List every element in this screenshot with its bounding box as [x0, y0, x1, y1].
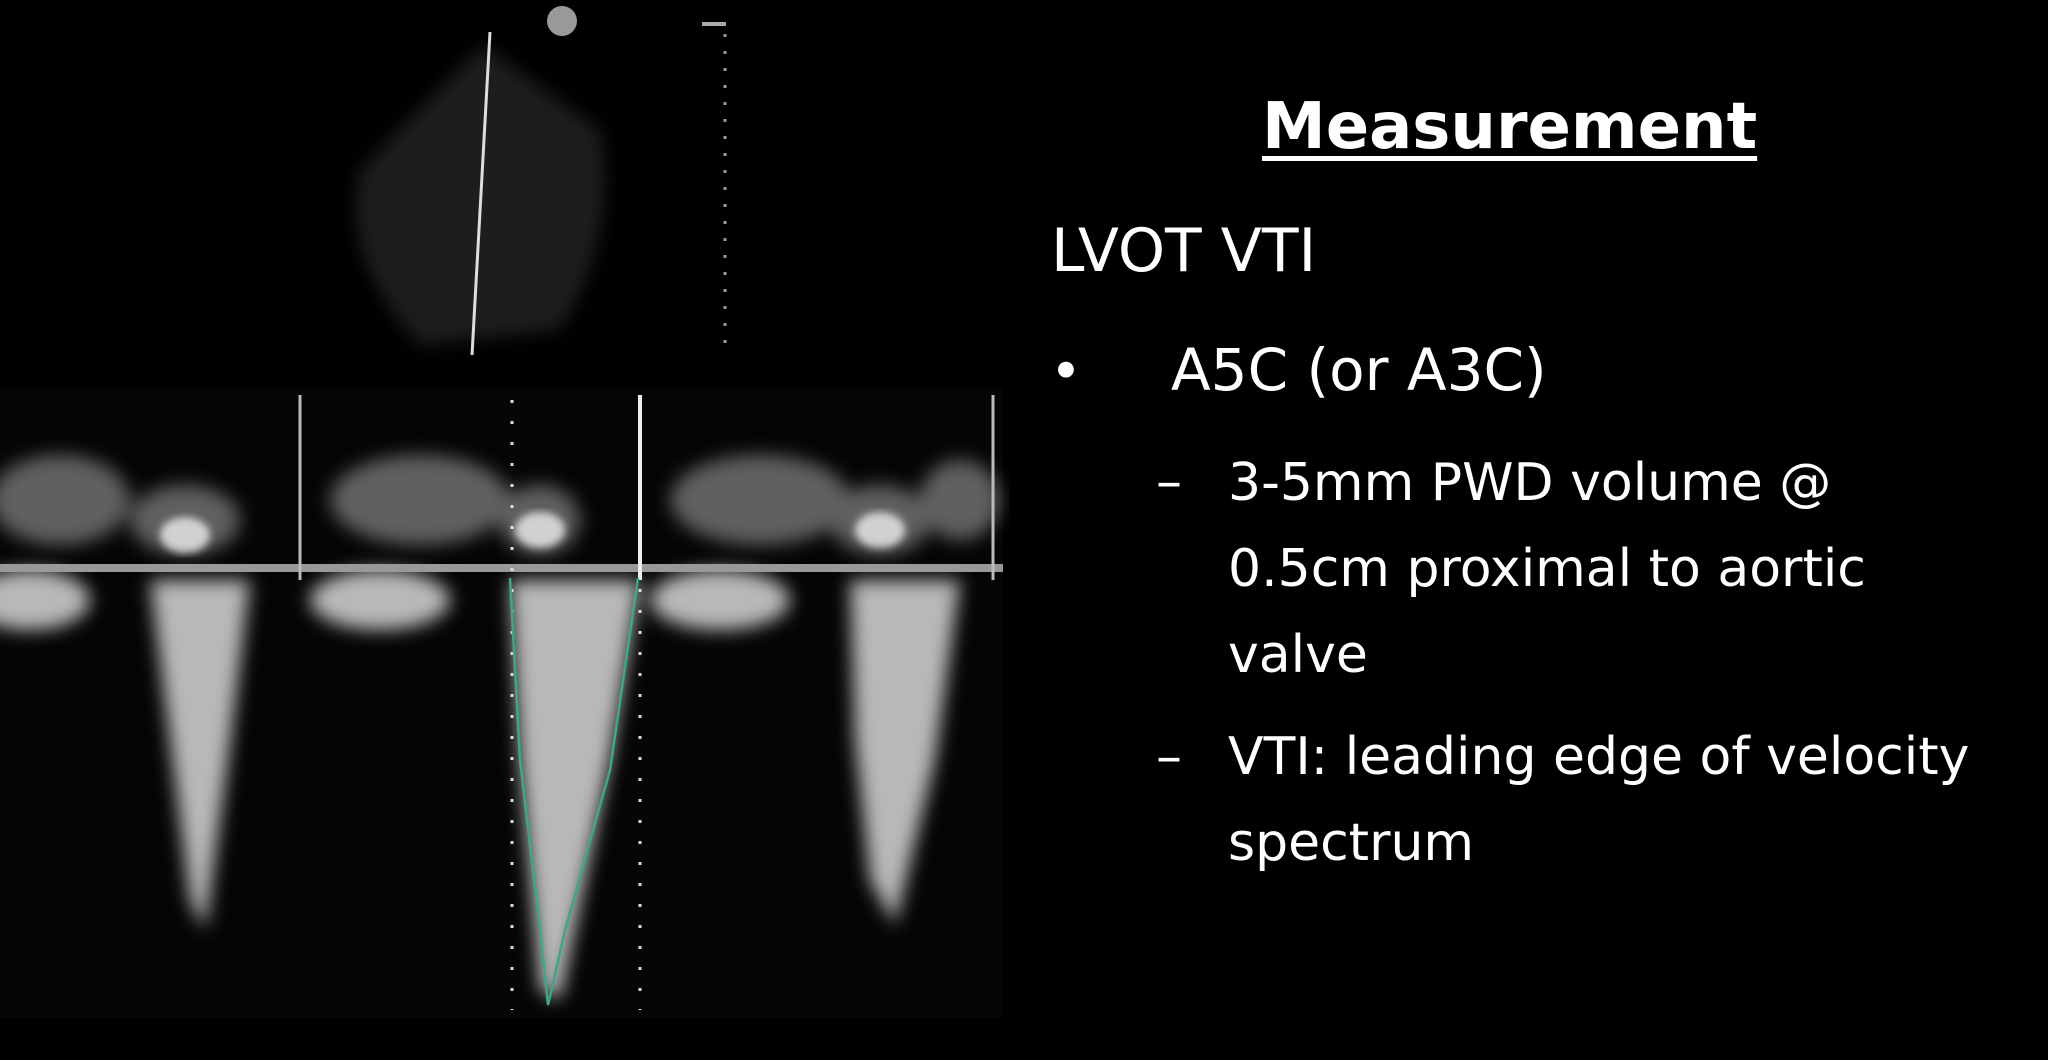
doppler-spectrum	[0, 388, 1003, 1018]
dash-marker: –	[1156, 727, 1182, 787]
dash-marker: –	[1156, 452, 1182, 512]
heading: LVOT VTI	[1051, 216, 1317, 286]
sub-item: 3-5mm PWD volume @ 0.5cm proximal to aor…	[1228, 453, 1866, 685]
bullet-text: A5C (or A3C)	[1171, 336, 1547, 404]
bullet-marker: •	[1050, 340, 1082, 403]
sub-item: VTI: leading edge of velocity spectrum	[1228, 727, 1970, 873]
slide-title: Measurement	[1262, 90, 1758, 164]
echo-image	[0, 6, 1003, 1018]
sector-scan	[356, 6, 727, 356]
